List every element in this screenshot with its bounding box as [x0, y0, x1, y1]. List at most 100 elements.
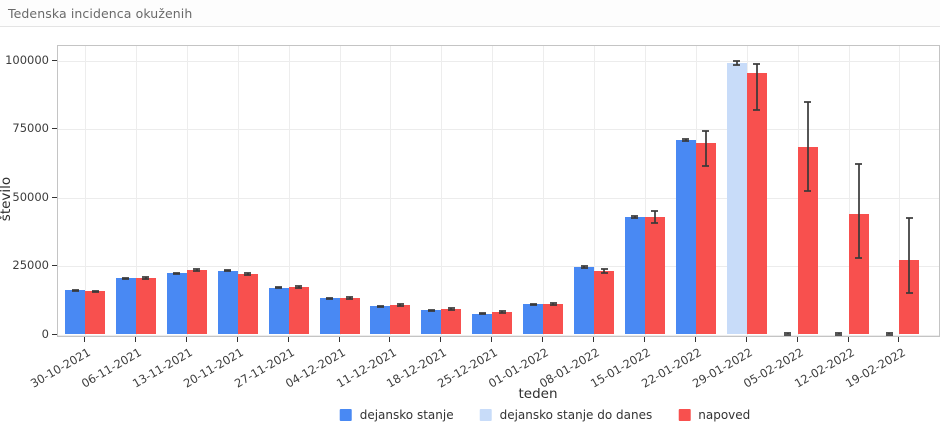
gridline-vertical [288, 46, 290, 336]
error-bar-cap [244, 273, 252, 276]
gridline-vertical [644, 46, 646, 336]
error-bar-cap [71, 289, 79, 292]
error-bar [195, 269, 198, 272]
error-bar-cap [855, 163, 862, 166]
error-bar-cap [753, 63, 761, 66]
y-tick-mark [52, 333, 57, 335]
bar-napoved-05-02-2022 [797, 147, 818, 335]
x-tick-mark [542, 337, 544, 342]
bar-napoved-22-01-2022 [695, 143, 716, 335]
x-tick-mark [796, 337, 798, 342]
error-bar-cap [498, 311, 506, 314]
error-bar-cap [193, 270, 201, 273]
gridline-vertical [390, 46, 392, 336]
gridline-horizontal [58, 334, 939, 336]
error-bar-cap [529, 302, 537, 305]
error-bar-cap [682, 140, 690, 143]
error-bar-cap [804, 190, 812, 193]
error-bar-cap [244, 272, 252, 275]
gridline-vertical [339, 46, 341, 336]
x-tick-mark [287, 337, 289, 342]
gridline-vertical [186, 46, 188, 336]
bar-napoved-19-02-2022 [899, 259, 920, 335]
x-tick-mark [593, 337, 594, 342]
legend-item: dejansko stanje [339, 408, 454, 422]
legend-label: napoved [698, 408, 751, 422]
x-tick-mark [745, 337, 747, 342]
bar-dejansko-stanje-30-10-2021 [65, 290, 85, 335]
bar-napoved-20-11-2021 [237, 273, 258, 335]
error-bar [735, 61, 738, 66]
y-tick-label: 75000 [12, 121, 49, 135]
error-bar-cap [71, 288, 79, 291]
error-bar-cap [631, 217, 639, 220]
error-bar [684, 139, 687, 142]
x-tick-mark [134, 337, 136, 342]
error-bar-cap [702, 164, 710, 167]
x-tick-mark [185, 337, 187, 342]
error-bar [297, 285, 300, 288]
error-bar-cap [427, 308, 435, 311]
error-bar-cap [396, 303, 404, 306]
error-bar-cap [580, 266, 588, 269]
error-bar-cap [580, 265, 588, 267]
bar-napoved-11-12-2021 [390, 304, 411, 335]
bar-napoved-30-10-2021 [85, 291, 105, 335]
legend-swatch [339, 409, 352, 421]
bar-napoved-29-01-2022 [746, 73, 767, 335]
error-bar-cap [326, 297, 333, 300]
error-bar-cap [905, 291, 913, 294]
error-bar-cap [275, 287, 283, 290]
error-bar [857, 164, 860, 259]
legend-swatch [678, 409, 691, 421]
bar-dejansko-stanje-04-12-2021 [319, 298, 340, 335]
gridline-vertical [492, 46, 494, 336]
error-bar-cap [447, 308, 455, 311]
y-tick-label: 100000 [5, 52, 49, 67]
x-tick-mark [236, 337, 238, 342]
bar-dejansko-stanje-22-01-2022 [675, 140, 696, 335]
error-bar-cap [529, 303, 537, 306]
gridline-horizontal [58, 129, 939, 130]
bar-dejansko-stanje-18-12-2021 [421, 310, 442, 335]
error-bar-cap [427, 309, 435, 312]
x-tick-mark [898, 337, 900, 342]
error-bar-cap [885, 331, 893, 334]
error-bar-cap [91, 291, 99, 294]
bar-napoved-06-11-2021 [135, 277, 156, 335]
error-bar-cap [478, 313, 486, 316]
gridline-horizontal [58, 60, 939, 62]
y-tick-mark [52, 196, 57, 198]
gridline-vertical [848, 46, 850, 336]
bar-napoved-18-12-2021 [441, 309, 462, 335]
chart-legend: dejansko stanje dejansko stanje do danes n… [339, 408, 750, 422]
error-bar-cap [447, 307, 455, 310]
bar-napoved-25-12-2021 [492, 311, 513, 335]
error-bar-cap [835, 331, 842, 334]
error-bar-cap [275, 286, 283, 289]
error-bar-cap [224, 270, 232, 273]
x-tick-mark [847, 337, 849, 342]
bar-dejansko-stanje-13-11-2021 [166, 273, 187, 335]
bar-napoved-15-01-2022 [644, 216, 665, 335]
error-bar-cap [498, 309, 506, 312]
legend-item: napoved [678, 408, 750, 422]
error-bar-cap [600, 267, 608, 270]
error-bar-cap [91, 289, 99, 292]
error-bar-cap [549, 303, 557, 306]
bar-dejansko-stanje-25-12-2021 [472, 313, 493, 335]
bar-napoved-01-01-2022 [543, 304, 564, 335]
error-bar-cap [784, 333, 792, 336]
error-bar-cap [295, 286, 303, 289]
error-bar-cap [804, 100, 812, 103]
error-bar-cap [835, 333, 842, 336]
error-bar-cap [753, 109, 761, 112]
gridline-vertical [441, 46, 443, 336]
weekly-incidence-chart: število 0 25000 50000 75000 100000 30-10-2021… [0, 28, 940, 432]
legend-swatch [479, 409, 492, 421]
y-tick-mark [52, 128, 57, 129]
y-tick-label: 25000 [12, 258, 49, 272]
x-tick-mark [389, 337, 391, 342]
x-tick-mark [694, 337, 696, 342]
error-bar-cap [682, 138, 690, 141]
